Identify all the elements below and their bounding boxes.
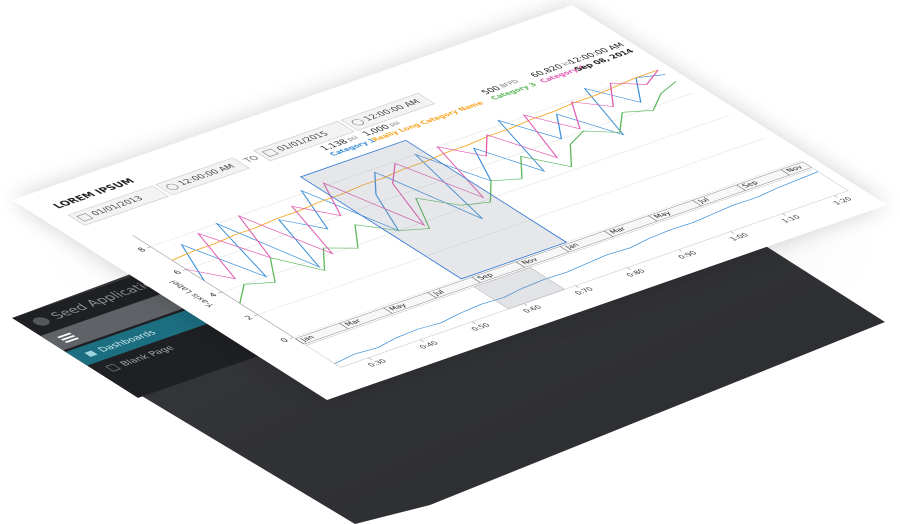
legend-unit: kV (560, 60, 575, 67)
grid-line (257, 137, 766, 315)
time-tick (678, 249, 683, 252)
series-line (180, 74, 666, 281)
x-tick-label: Mar (607, 225, 629, 235)
time-label: 0:70 (572, 286, 596, 296)
month-tick (339, 323, 349, 329)
y-tick-label: 6 (170, 269, 183, 276)
month-tick (736, 184, 746, 191)
x-tick-label: May (387, 302, 410, 312)
x-tick-label: Nov (519, 256, 541, 266)
y-tick (253, 314, 259, 317)
panel-svg: LOREM IPSUM 01/01/2013 12:00:00 AM TO 01… (51, 42, 855, 368)
time-label: 1:10 (779, 214, 803, 224)
series-line (171, 69, 659, 261)
panel: LOREM IPSUM 01/01/2013 12:00:00 AM TO 01… (12, 5, 887, 400)
date-input[interactable] (67, 185, 170, 226)
time-tick (523, 303, 528, 306)
y-tick-label: 0 (278, 337, 291, 344)
y-tick (289, 337, 294, 339)
month-tick (647, 215, 658, 222)
month-tick (559, 246, 570, 253)
hamburger-icon[interactable] (57, 332, 80, 343)
time-input[interactable] (155, 157, 250, 196)
legend-unit: BFPD (498, 79, 521, 89)
month-tick (383, 307, 393, 314)
x-tick-label: Jul (694, 196, 711, 204)
month-tick (427, 292, 437, 299)
y-tick (218, 291, 223, 294)
x-tick-label: Jul (430, 289, 447, 297)
x-tick-label: Mar (342, 317, 364, 327)
time-label: 1:00 (727, 232, 751, 242)
y-tick-label: 8 (135, 246, 148, 253)
calendar-icon (261, 148, 280, 157)
time-label: 0:80 (624, 268, 648, 278)
time-tick (471, 321, 476, 324)
x-tick-label: May (651, 210, 674, 220)
time-label: 0:40 (417, 340, 441, 350)
time-label: 0:30 (365, 358, 389, 368)
y-tick (146, 246, 151, 249)
y-tick (182, 269, 187, 271)
calendar-icon (76, 213, 94, 222)
y-tick-label: 2 (242, 314, 255, 321)
legend-value-number: 500 (479, 85, 504, 96)
app-logo (32, 317, 50, 326)
time-tick (730, 231, 735, 234)
y-tick-label: 4 (206, 291, 219, 298)
month-tick (603, 230, 614, 237)
series-line (186, 69, 659, 280)
selection-box[interactable] (299, 139, 568, 280)
month-tick (471, 276, 481, 283)
time-label: 1:20 (831, 196, 855, 206)
x-tick-label: Nov (784, 164, 806, 174)
x-tick-label: Sep (740, 179, 761, 189)
month-tick (780, 169, 790, 176)
to-label: TO (241, 155, 262, 165)
x-tick-label: Jan (562, 242, 582, 251)
time-label: 0:90 (676, 250, 700, 260)
navigator-line (334, 171, 819, 364)
month-tick (515, 261, 526, 268)
y-axis (132, 235, 294, 338)
legend-value: 500BFPD (479, 78, 522, 95)
grid-line (150, 69, 659, 247)
nav-icon (105, 363, 121, 372)
date-input[interactable] (253, 120, 355, 162)
legend-unit: psi (345, 135, 361, 142)
time-label: 0:60 (521, 304, 545, 314)
time-tick (575, 285, 580, 288)
time-tick (420, 339, 424, 342)
month-tick (294, 338, 305, 345)
x-tick-label: Jan (297, 334, 317, 343)
time-tick (368, 357, 373, 360)
time-tick (833, 195, 838, 198)
nav-icon (84, 350, 98, 357)
month-tick (692, 200, 702, 206)
navigator-window[interactable] (473, 267, 566, 310)
time-tick (626, 267, 631, 270)
series-line (239, 81, 677, 304)
clock-icon (351, 119, 364, 126)
legend-unit: psi (387, 120, 403, 127)
time-label: 0:50 (469, 322, 493, 332)
clock-icon (166, 183, 179, 190)
time-input[interactable] (340, 92, 436, 131)
x-tick-label: Sep (475, 272, 496, 282)
time-tick (782, 213, 786, 216)
